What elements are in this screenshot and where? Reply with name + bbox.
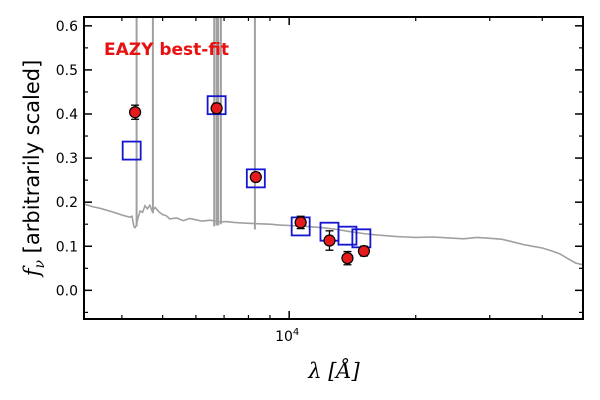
axis-ticks: 0.0 0.1 0.2 0.3 0.4 0.5 0.6 104 bbox=[56, 17, 583, 345]
y-tick-label: 0.4 bbox=[56, 107, 78, 123]
y-tick-label: 0.6 bbox=[56, 19, 78, 35]
x-tick-label-base: 10 bbox=[275, 329, 293, 345]
x-axis-label: λ [Å] bbox=[307, 358, 360, 383]
y-tick-label: 0.5 bbox=[56, 63, 78, 79]
observed-flux-point bbox=[323, 234, 336, 247]
model-flux-marker bbox=[245, 168, 266, 189]
observed-flux-point bbox=[294, 216, 307, 229]
model-flux-marker bbox=[121, 140, 142, 161]
y-tick-label: 0.1 bbox=[56, 239, 78, 255]
x-axis-title: λ [Å] bbox=[307, 358, 360, 383]
y-axis-label-symbol: f bbox=[20, 265, 44, 278]
y-axis-label: fν [arbitrarily scaled] bbox=[20, 60, 48, 279]
model-flux-marker bbox=[337, 225, 358, 246]
y-tick-label: 0.0 bbox=[56, 283, 78, 299]
y-axis-title: fν [arbitrarily scaled] bbox=[20, 60, 48, 279]
annotation-label: EAZY best-fit bbox=[104, 40, 229, 60]
observed-flux-point bbox=[210, 102, 223, 115]
y-axis-label-rest: [arbitrarily scaled] bbox=[20, 60, 44, 260]
observed-flux-point bbox=[341, 252, 354, 265]
y-axis-label-subscript: ν bbox=[32, 260, 48, 269]
x-tick-label-exponent: 4 bbox=[293, 327, 299, 338]
y-tick-label: 0.3 bbox=[56, 151, 78, 167]
observed-flux-point bbox=[249, 170, 262, 184]
y-tick-label: 0.2 bbox=[56, 195, 78, 211]
plot-frame bbox=[83, 16, 584, 320]
observed-flux-point bbox=[357, 245, 371, 258]
x-tick-label: 104 bbox=[275, 327, 299, 345]
observed-flux-point bbox=[129, 106, 142, 119]
plot-area bbox=[84, 17, 583, 266]
